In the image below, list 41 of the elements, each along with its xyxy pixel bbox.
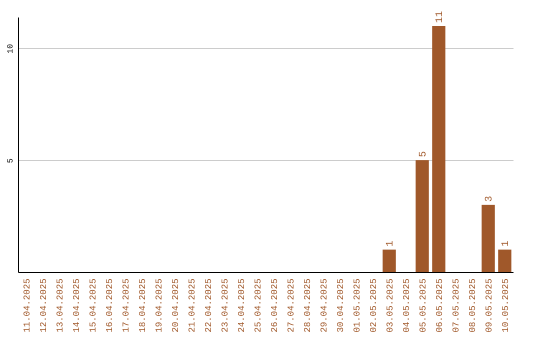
data-label: 11 bbox=[434, 10, 446, 23]
x-tick-label: 23.04.2025 bbox=[220, 278, 230, 333]
x-tick-label: 27.04.2025 bbox=[286, 278, 296, 333]
data-label: 1 bbox=[385, 240, 396, 247]
x-tick-label: 17.04.2025 bbox=[121, 278, 132, 333]
bar bbox=[498, 250, 512, 272]
x-tick-label: 10.05.2025 bbox=[500, 278, 511, 333]
data-label: 1 bbox=[500, 240, 512, 247]
data-label: 5 bbox=[418, 151, 430, 158]
x-tick-label: 26.04.2025 bbox=[270, 278, 280, 333]
x-tick-label: 07.05.2025 bbox=[451, 278, 462, 333]
x-tick-label: 05.05.2025 bbox=[418, 278, 428, 333]
x-tick-label: 22.04.2025 bbox=[204, 278, 214, 333]
y-tick-label: 10 bbox=[6, 44, 16, 54]
x-tick-label: 08.05.2025 bbox=[468, 278, 478, 333]
x-tick-label: 13.04.2025 bbox=[55, 278, 66, 333]
x-tick-label: 14.04.2025 bbox=[72, 278, 82, 333]
bar bbox=[382, 250, 396, 272]
x-tick-label: 28.04.2025 bbox=[302, 278, 313, 333]
x-tick-label: 15.04.2025 bbox=[88, 278, 98, 333]
x-tick-label: 20.04.2025 bbox=[170, 278, 181, 333]
bar bbox=[432, 26, 446, 272]
x-tick-label: 24.04.2025 bbox=[236, 278, 247, 333]
x-tick-label: 11.04.2025 bbox=[22, 278, 32, 333]
x-tick-label: 06.05.2025 bbox=[434, 278, 445, 333]
x-tick-label: 19.04.2025 bbox=[154, 278, 164, 333]
x-tick-label: 29.04.2025 bbox=[319, 278, 330, 333]
x-tick-label: 01.05.2025 bbox=[352, 278, 362, 333]
x-tick-label: 30.04.2025 bbox=[336, 278, 346, 333]
bar bbox=[482, 204, 495, 272]
x-tick-label: 21.04.2025 bbox=[187, 278, 198, 333]
bar bbox=[416, 160, 429, 272]
x-tick-label: 03.05.2025 bbox=[385, 278, 396, 333]
x-tick-label: 09.05.2025 bbox=[484, 278, 494, 333]
x-tick-label: 18.04.2025 bbox=[138, 278, 148, 333]
x-tick-label: 25.04.2025 bbox=[253, 278, 264, 333]
x-tick-label: 02.05.2025 bbox=[368, 278, 379, 333]
x-tick-label: 04.05.2025 bbox=[402, 278, 412, 333]
data-label: 3 bbox=[484, 196, 496, 202]
x-tick-label: 16.04.2025 bbox=[104, 278, 115, 333]
x-tick-label: 12.04.2025 bbox=[38, 278, 49, 333]
